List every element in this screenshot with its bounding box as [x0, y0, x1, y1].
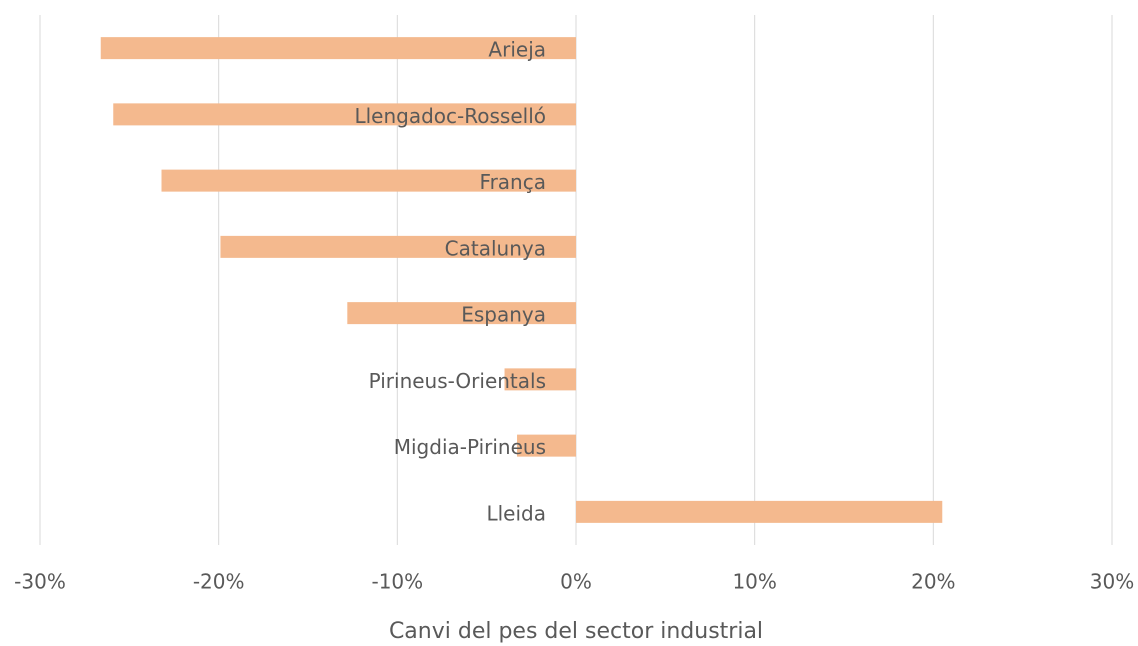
bar: [347, 302, 576, 325]
category-label: Espanya: [461, 303, 546, 327]
bar: [161, 169, 576, 192]
x-tick-label: -20%: [193, 570, 245, 594]
category-label: Migdia-Pirineus: [394, 435, 546, 459]
x-tick-label: 10%: [732, 570, 776, 594]
category-label: Pirineus-Orientals: [369, 369, 546, 393]
bar: [517, 434, 576, 457]
x-tick-label: 0%: [560, 570, 592, 594]
bar: [504, 368, 576, 391]
bar: [220, 235, 576, 258]
x-tick-label: 20%: [911, 570, 955, 594]
x-tick-label: -30%: [14, 570, 66, 594]
bar: [100, 37, 576, 60]
category-label: Llengadoc-Rosselló: [354, 104, 546, 128]
category-label: Arieja: [488, 38, 546, 62]
x-axis-title: Canvi del pes del sector industrial: [389, 619, 763, 644]
bar: [113, 103, 577, 126]
category-label: Catalunya: [445, 236, 546, 260]
category-label: França: [480, 170, 546, 194]
x-tick-label: 30%: [1090, 570, 1134, 594]
x-tick-label: -10%: [371, 570, 423, 594]
bar: [576, 500, 943, 523]
category-label: Lleida: [486, 501, 546, 525]
